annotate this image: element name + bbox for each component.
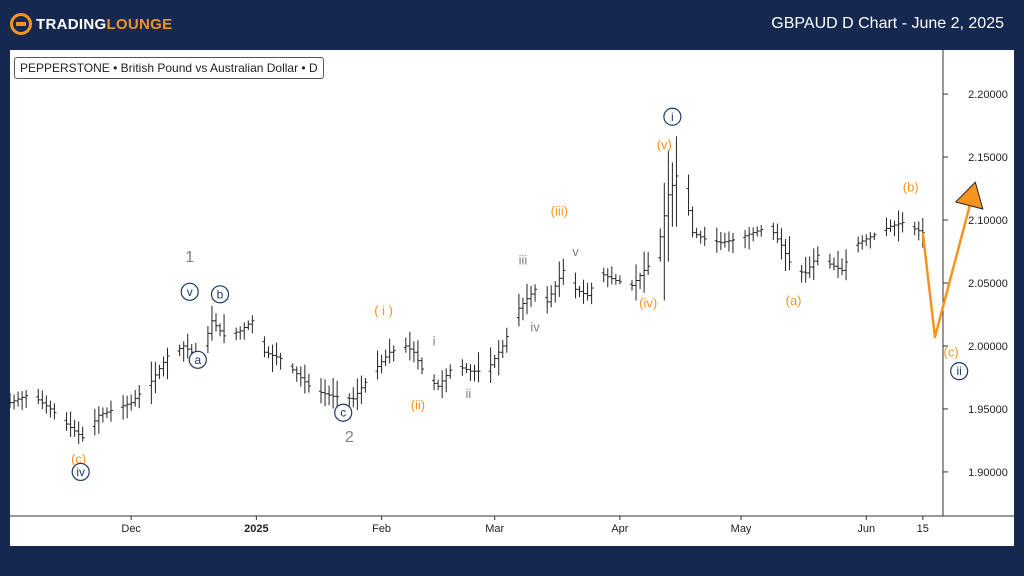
wave-label: i (433, 333, 436, 348)
wave-label-circle (71, 462, 90, 482)
source-label: PEPPERSTONE • British Pound vs Australia… (14, 57, 324, 79)
wave-label: v (187, 285, 193, 299)
x-tick-label: Apr (611, 523, 628, 535)
y-tick-label: 2.10000 (968, 215, 1008, 227)
wave-label: ii (466, 386, 472, 401)
wave-label: i (671, 110, 674, 124)
wave-label-circle (188, 350, 207, 369)
wave-label: 1 (185, 249, 194, 266)
logo-mark-icon (10, 13, 32, 35)
wave-label: (iii) (551, 204, 568, 219)
wave-label: ii (956, 364, 961, 378)
projection-path (921, 191, 975, 339)
logo-text-main: TRADING (36, 15, 107, 33)
y-tick-label: 2.15000 (968, 152, 1008, 164)
wave-label-circle (210, 285, 230, 304)
wave-label-circle (334, 403, 353, 422)
wave-label: 2 (345, 429, 354, 446)
wave-label: c (340, 406, 346, 420)
x-tick-label: May (731, 523, 752, 535)
wave-label: ( i ) (374, 303, 393, 318)
wave-label: (ii) (411, 398, 425, 413)
wave-label: b (217, 287, 224, 301)
y-tick-label: 1.90000 (968, 467, 1008, 479)
tradinglounge-logo: TRADINGLOUNGE (10, 13, 172, 35)
wave-label: (c) (943, 345, 958, 360)
wave-label: iii (519, 253, 528, 268)
logo-text: TRADINGLOUNGE (36, 16, 172, 33)
wave-label: a (194, 353, 201, 367)
y-tick-label: 2.00000 (968, 341, 1008, 353)
y-tick-label: 2.20000 (968, 89, 1008, 101)
y-tick-label: 2.05000 (968, 278, 1008, 290)
wave-label-circle (663, 107, 682, 126)
wave-label: (v) (657, 137, 672, 152)
header-bar: TRADINGLOUNGE GBPAUD D Chart - June 2, 2… (0, 0, 1024, 50)
wave-label-circle (180, 282, 199, 301)
wave-label: v (572, 244, 579, 259)
wave-label-circle (950, 362, 969, 381)
y-tick-label: 1.95000 (968, 404, 1008, 416)
x-tick-label: Mar (485, 523, 504, 535)
projection-arrowhead-icon (954, 181, 984, 210)
x-tick-label: Feb (372, 523, 391, 535)
chart-title: GBPAUD D Chart - June 2, 2025 (771, 15, 1004, 32)
x-tick-label: 15 (917, 523, 929, 535)
wave-label: iv (530, 319, 540, 334)
x-tick-label: Dec (121, 523, 141, 535)
wave-label: (a) (786, 293, 802, 308)
wave-label: (c) (71, 452, 86, 467)
x-tick-label: 2025 (244, 523, 268, 535)
wave-label: iv (76, 465, 85, 479)
logo-text-accent: LOUNGE (106, 15, 173, 33)
wave-label: (b) (903, 180, 919, 195)
chart-panel (10, 50, 1014, 546)
wave-label: (iv) (639, 295, 657, 310)
x-tick-label: Jun (857, 523, 875, 535)
